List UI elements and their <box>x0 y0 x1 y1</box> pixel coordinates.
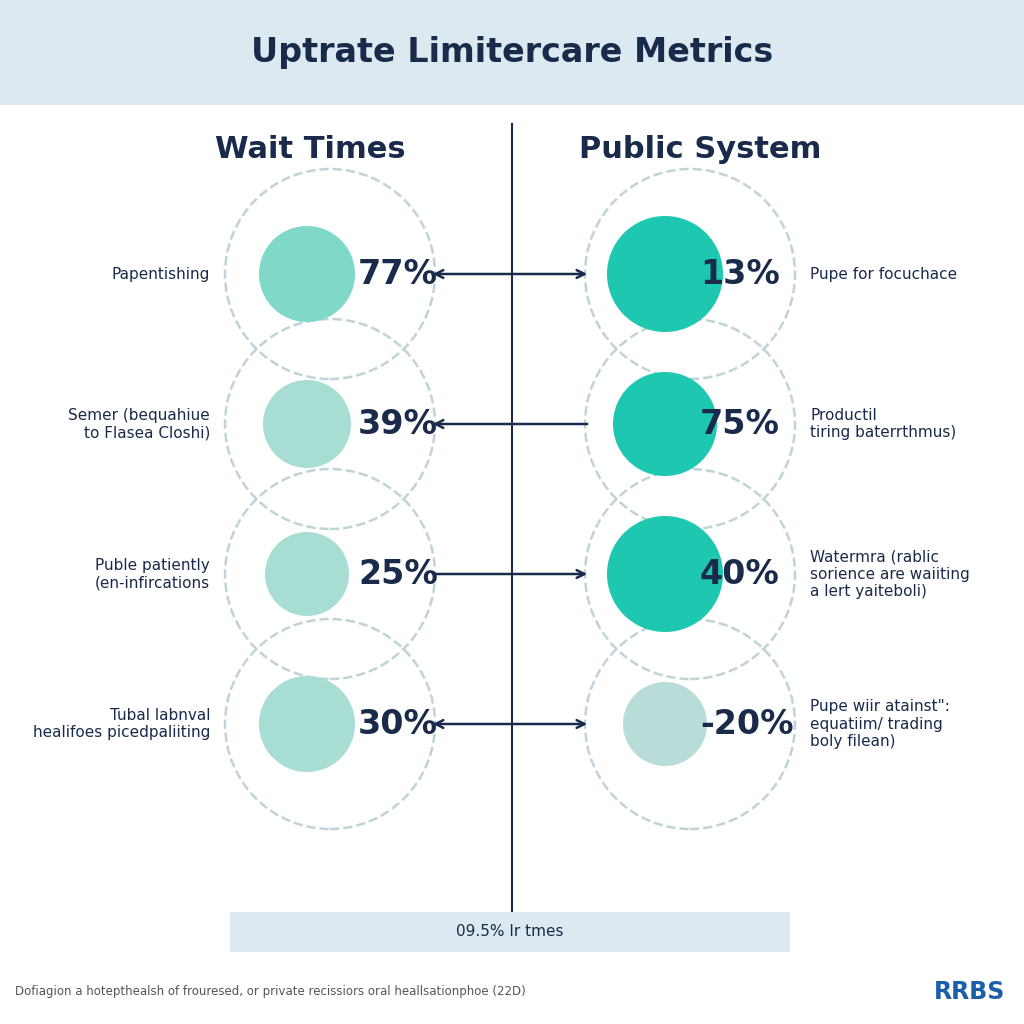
Circle shape <box>259 676 355 772</box>
Text: Papentishing: Papentishing <box>112 266 210 282</box>
Circle shape <box>623 682 707 766</box>
Text: 13%: 13% <box>700 257 779 291</box>
Bar <box>0 0 1024 105</box>
Text: Productil
tiring baterrthmus): Productil tiring baterrthmus) <box>810 408 956 440</box>
Circle shape <box>607 216 723 332</box>
Text: 40%: 40% <box>700 557 779 591</box>
Text: Pupe wiir atainst":
equatiim/ trading
boly filean): Pupe wiir atainst": equatiim/ trading bo… <box>810 699 950 749</box>
Text: 09.5% Ir tmes: 09.5% Ir tmes <box>457 925 564 939</box>
Text: Tubal labnval
healifoes picedpaliiting: Tubal labnval healifoes picedpaliiting <box>33 708 210 740</box>
Circle shape <box>607 516 723 632</box>
Text: Uptrate Limitercare Metrics: Uptrate Limitercare Metrics <box>251 36 773 69</box>
Circle shape <box>259 226 355 322</box>
Text: Semer (bequahiue
to Flasea Closhi): Semer (bequahiue to Flasea Closhi) <box>69 408 210 440</box>
Text: Pupe for focuchace: Pupe for focuchace <box>810 266 957 282</box>
Text: 77%: 77% <box>358 257 438 291</box>
Text: 25%: 25% <box>358 557 437 591</box>
Text: 39%: 39% <box>358 408 438 440</box>
Text: 30%: 30% <box>358 708 438 740</box>
Text: Watermra (rablic
sorience are waiiting
a lert yaiteboli): Watermra (rablic sorience are waiiting a… <box>810 549 970 599</box>
Text: RRBS: RRBS <box>934 980 1005 1004</box>
Text: Public System: Public System <box>579 134 821 164</box>
Text: Dofiagion a hotepthealsh of frouresed, or private recissiors oral heallsationpho: Dofiagion a hotepthealsh of frouresed, o… <box>15 985 525 998</box>
Circle shape <box>263 380 351 468</box>
Circle shape <box>265 532 349 616</box>
Circle shape <box>613 372 717 476</box>
Bar <box>230 912 790 952</box>
Text: Puble patiently
(en-infircations: Puble patiently (en-infircations <box>95 558 210 590</box>
Text: 75%: 75% <box>700 408 780 440</box>
Text: Wait Times: Wait Times <box>215 134 406 164</box>
Text: -20%: -20% <box>700 708 794 740</box>
